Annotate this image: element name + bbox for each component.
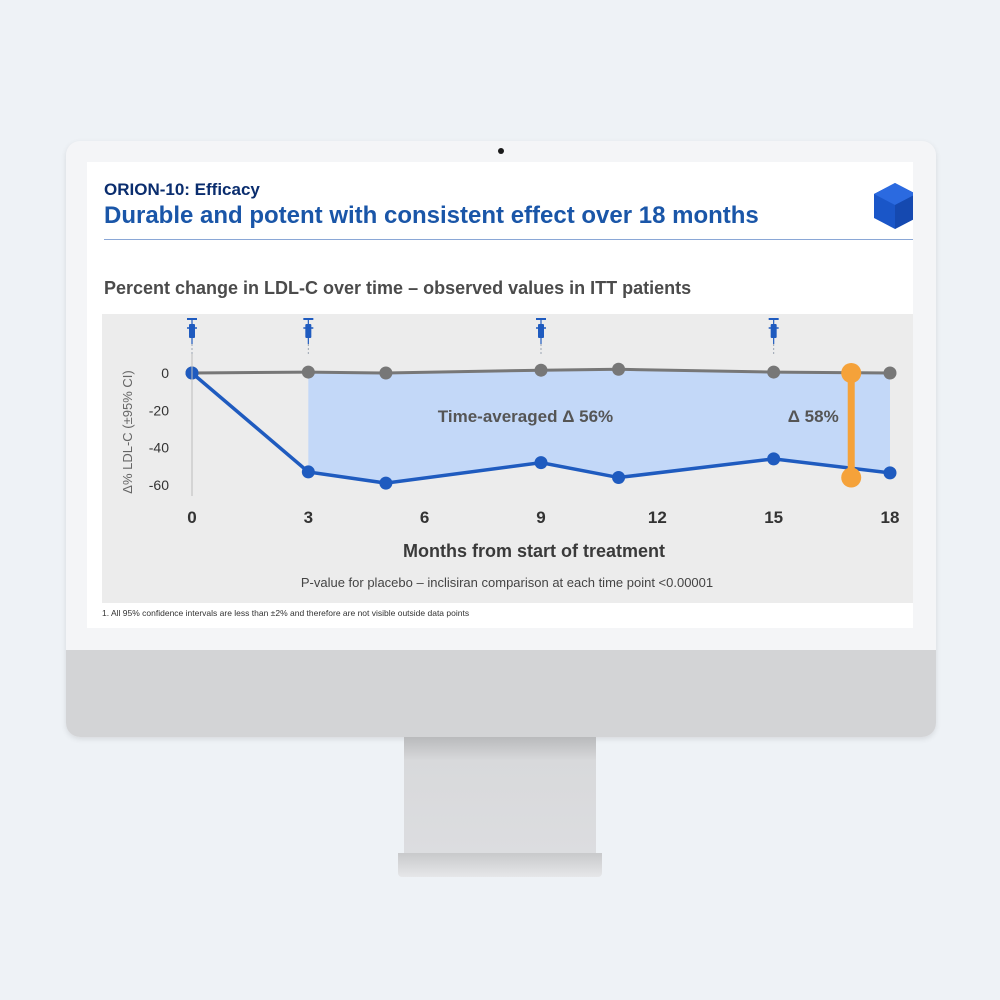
syringe-icon xyxy=(536,318,546,354)
treatment-point xyxy=(883,466,897,480)
x-tick-label: 15 xyxy=(764,508,783,527)
placebo-point xyxy=(883,366,897,380)
averaged-difference-band xyxy=(308,369,890,484)
treatment-point xyxy=(534,456,548,470)
camera-dot xyxy=(498,148,504,154)
placebo-point xyxy=(301,365,315,379)
title-divider xyxy=(104,239,913,240)
treatment-point xyxy=(379,476,393,490)
placebo-point xyxy=(612,362,626,376)
x-tick-label: 0 xyxy=(187,508,196,527)
syringe-barrel xyxy=(305,324,312,338)
monitor-chin xyxy=(66,650,936,737)
x-axis-label: Months from start of treatment xyxy=(403,541,665,561)
chart-heading: Percent change in LDL-C over time – obse… xyxy=(104,278,692,298)
x-tick-label: 12 xyxy=(648,508,667,527)
x-tick-label: 6 xyxy=(420,508,429,527)
placebo-point xyxy=(379,366,393,380)
treatment-point xyxy=(301,465,315,479)
y-tick-label: 0 xyxy=(161,365,169,381)
x-tick-label: 3 xyxy=(304,508,313,527)
footnote: 1. All 95% confidence intervals are less… xyxy=(102,608,470,618)
delta-bar-bottom-cap xyxy=(841,467,862,488)
chart-panel: Δ 58% Time-averaged Δ 56% 0 3 6 9 12 15 18 0 -20 -… xyxy=(102,314,913,603)
syringe-icon xyxy=(303,318,314,354)
placebo-point xyxy=(534,363,548,377)
treatment-point xyxy=(612,471,626,485)
syringe-barrel xyxy=(189,324,195,338)
monitor-stand xyxy=(404,737,596,855)
syringe-icon xyxy=(187,318,197,354)
treatment-point xyxy=(767,452,781,466)
y-tick-label: -60 xyxy=(149,477,169,493)
delta-label: Δ 58% xyxy=(788,407,839,426)
slide-kicker: ORION-10: Efficacy xyxy=(104,180,260,199)
y-tick-label: -20 xyxy=(149,402,169,418)
p-value-annotation: P-value for placebo – inclisiran compari… xyxy=(301,575,713,590)
delta-bar-top-cap xyxy=(841,363,862,383)
syringe-barrel xyxy=(538,324,544,338)
syringe-barrel xyxy=(770,324,777,338)
monitor-foot xyxy=(398,853,602,877)
x-tick-label: 9 xyxy=(536,508,545,527)
y-tick-label: -40 xyxy=(149,440,169,456)
placebo-point xyxy=(767,365,781,379)
logo-cube-icon xyxy=(874,183,913,229)
x-tick-label: 18 xyxy=(881,508,900,527)
ldl-chart: Δ 58% Time-averaged Δ 56% 0 3 6 9 12 15 18 0 -20 -… xyxy=(120,318,900,590)
slide-title: Durable and potent with consistent effec… xyxy=(104,202,759,229)
screen: ORION-10: Efficacy Durable and potent wi… xyxy=(87,162,913,628)
y-axis-label: Δ% LDL-C (±95% CI) xyxy=(120,370,135,493)
syringe-icon xyxy=(768,318,779,354)
time-averaged-label: Time-averaged Δ 56% xyxy=(438,407,613,426)
